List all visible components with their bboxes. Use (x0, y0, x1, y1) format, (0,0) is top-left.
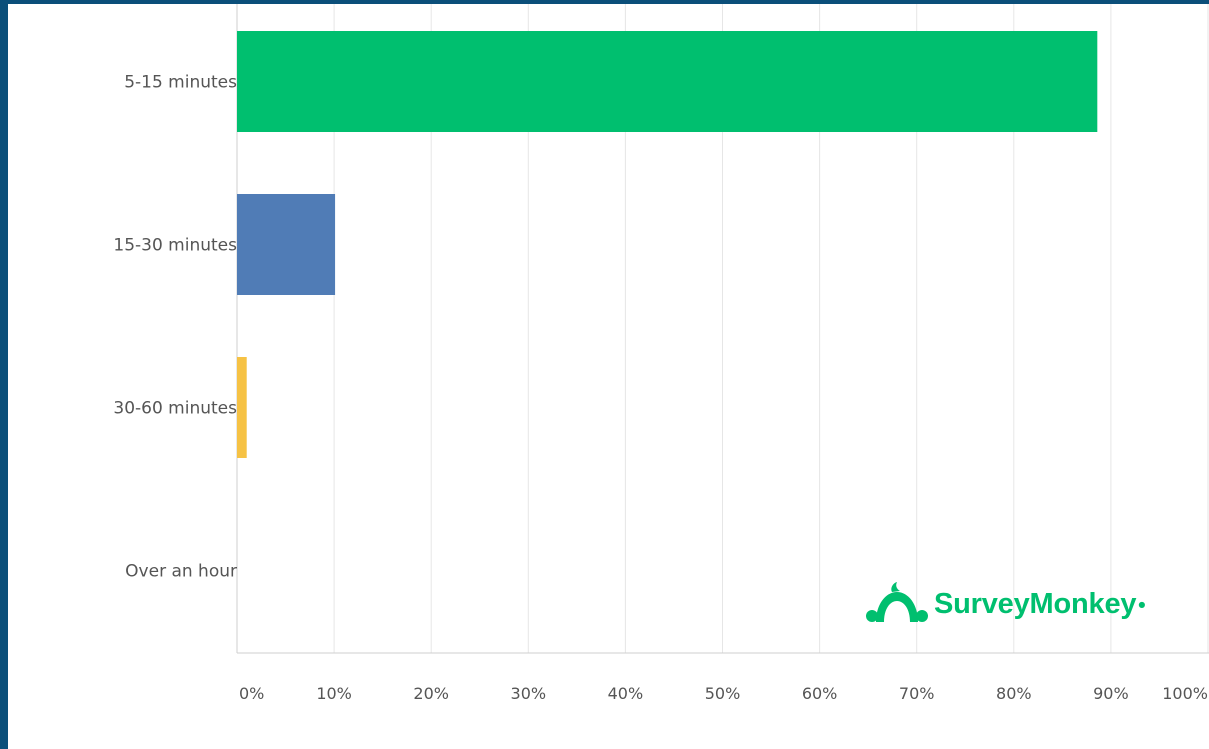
monkey-icon (866, 582, 928, 622)
bar (237, 31, 1098, 132)
x-axis-ticks: 0% 10% 20% 30% 40% 50% 60% 70% 80% 90% 100% (239, 684, 1208, 703)
chart-frame: 5-15 minutes 15-30 minutes 30-60 minutes Ov… (8, 4, 1209, 749)
category-label: Over an hour (125, 562, 237, 582)
tick-label: 100% (1162, 684, 1208, 703)
bar-layer (237, 31, 1098, 458)
category-label: 30-60 minutes (113, 399, 237, 419)
category-labels: 5-15 minutes 15-30 minutes 30-60 minutes Ov… (113, 73, 237, 582)
tick-label: 0% (239, 684, 264, 703)
tick-label: 90% (1093, 684, 1129, 703)
logo-wordmark: SurveyMonkey (934, 587, 1137, 620)
surveymonkey-logo: SurveyMonkey ● (866, 582, 1145, 626)
bar-chart: 5-15 minutes 15-30 minutes 30-60 minutes Ov… (113, 4, 1209, 703)
tick-label: 10% (316, 684, 352, 703)
tick-label: 70% (899, 684, 935, 703)
tick-label: 80% (996, 684, 1032, 703)
tick-label: 30% (511, 684, 547, 703)
tick-label: 40% (608, 684, 644, 703)
bar (237, 194, 336, 295)
bar (237, 357, 247, 458)
category-label: 5-15 minutes (124, 73, 237, 93)
tick-label: 20% (413, 684, 449, 703)
tick-label: 60% (802, 684, 838, 703)
registered-mark: ● (1138, 599, 1146, 609)
category-label: 15-30 minutes (113, 236, 237, 256)
tick-label: 50% (705, 684, 741, 703)
